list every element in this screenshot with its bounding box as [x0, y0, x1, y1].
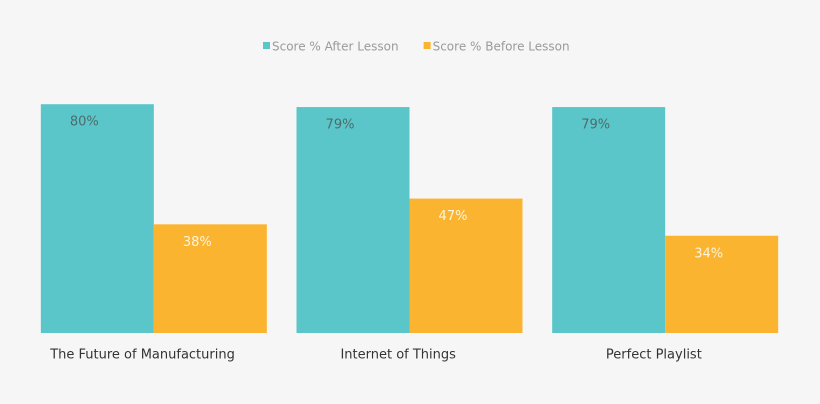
- value-label: 34%: [694, 246, 723, 261]
- bar: [665, 235, 779, 333]
- bar: [153, 224, 267, 333]
- x-tick-label: The Future of Manufacturing: [49, 348, 235, 363]
- legend-label: Score % Before Lesson: [433, 40, 570, 54]
- bar: [552, 107, 666, 333]
- value-label: 80%: [70, 115, 99, 130]
- x-tick-label: Internet of Things: [340, 348, 456, 363]
- legend-swatch: [263, 42, 270, 49]
- value-label: 38%: [183, 235, 212, 250]
- value-label: 47%: [439, 209, 468, 224]
- bar: [409, 198, 523, 333]
- value-label: 79%: [326, 118, 355, 133]
- bar: [296, 107, 410, 333]
- bar: [40, 104, 154, 333]
- x-tick-label: Perfect Playlist: [606, 348, 702, 363]
- legend-swatch: [423, 42, 431, 49]
- legend-label: Score % After Lesson: [272, 40, 399, 54]
- value-label: 79%: [581, 118, 610, 133]
